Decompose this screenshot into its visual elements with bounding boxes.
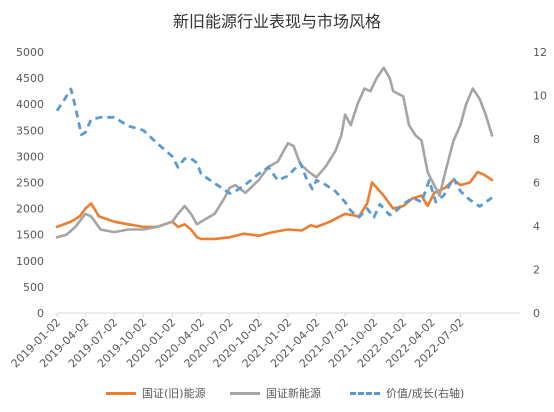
- y-left-tick-label: 1000: [16, 255, 44, 268]
- y-right-tick-label: 4: [533, 220, 540, 233]
- y-left-tick-label: 1500: [16, 229, 44, 242]
- series-line-new-energy: [55, 66, 494, 239]
- y-right-tick-label: 10: [533, 90, 547, 103]
- y-left-tick-label: 500: [23, 281, 44, 294]
- chart-title: 新旧能源行业表现与市场风格: [172, 12, 381, 31]
- y-left-tick-label: 0: [37, 307, 44, 320]
- series-layer: [55, 66, 494, 241]
- legend-swatch-old-energy: [106, 391, 136, 395]
- legend-swatch-new-energy: [230, 391, 260, 395]
- y-right-tick-label: 12: [533, 46, 547, 59]
- y-left-tick-label: 4500: [16, 72, 44, 85]
- legend-swatch-value-growth: [350, 391, 380, 395]
- legend-label-old-energy: 国证(旧)能源: [142, 387, 206, 400]
- series-line-value-growth: [55, 87, 493, 219]
- legend-label-new-energy: 国证新能源: [266, 387, 321, 400]
- y-left-tick-label: 4000: [16, 98, 44, 111]
- y-right-tick-label: 6: [533, 177, 540, 190]
- legend: 国证(旧)能源 国证新能源 价值/成长(右轴): [0, 383, 554, 403]
- legend-item-value-growth[interactable]: 价值/成长(右轴): [350, 383, 464, 403]
- legend-label-value-growth: 价值/成长(右轴): [386, 387, 465, 400]
- y-right-tick-label: 2: [533, 264, 540, 277]
- y-left-tick-label: 5000: [16, 46, 44, 59]
- y-right-tick-label: 0: [533, 307, 540, 320]
- legend-item-new-energy[interactable]: 国证新能源: [230, 383, 321, 403]
- y-left-tick-label: 3000: [16, 150, 44, 163]
- y-left-tick-label: 3500: [16, 124, 44, 137]
- legend-item-old-energy[interactable]: 国证(旧)能源: [106, 383, 206, 403]
- y-left-tick-label: 2500: [16, 177, 44, 190]
- axis-layer: 0 500 1000 1500 2000 2500 3000 3500 4000 4500 5000…: [9, 46, 547, 370]
- y-right-tick-label: 8: [533, 133, 540, 146]
- y-left-tick-label: 2000: [16, 203, 44, 216]
- series-line-old-energy: [55, 170, 494, 241]
